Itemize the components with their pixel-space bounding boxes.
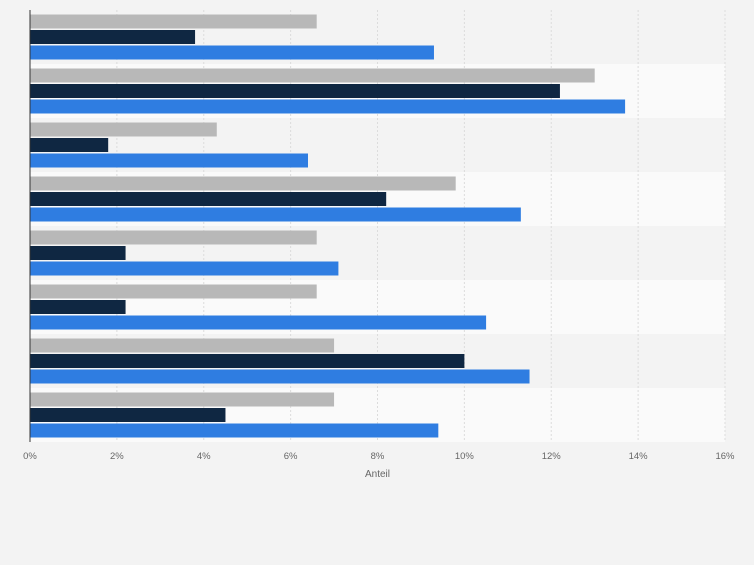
bar [30,261,339,276]
bar [30,14,317,29]
x-tick-label: 16% [715,451,735,462]
bar [30,392,335,407]
bar [30,423,439,438]
bar [30,153,308,168]
bar [30,338,335,353]
x-tick-label: 14% [629,451,649,462]
x-tick-label: 4% [197,451,211,462]
bar [30,176,456,191]
bar [30,246,126,260]
x-tick-label: 12% [542,451,562,462]
bar [30,192,387,206]
x-tick-label: 10% [455,451,475,462]
bar [30,315,487,330]
bar [30,354,465,368]
bar [30,84,560,98]
x-tick-label: 6% [284,451,298,462]
bars [30,14,626,438]
bar [30,230,317,245]
bar [30,408,226,422]
x-axis-title: Anteil [365,469,390,480]
x-tick-label: 0% [23,451,37,462]
x-axis-ticks: 0% 2% 4% 6% 8% 10% 12% 14% 16% [23,451,735,462]
bar [30,45,434,60]
bar [30,300,126,314]
bar [30,284,317,299]
bar [30,68,595,83]
bar [30,99,626,114]
bar [30,30,196,44]
bar [30,138,109,152]
x-tick-label: 2% [110,451,124,462]
x-tick-label: 8% [371,451,385,462]
bar [30,207,521,222]
bar [30,369,530,384]
bar [30,122,217,137]
